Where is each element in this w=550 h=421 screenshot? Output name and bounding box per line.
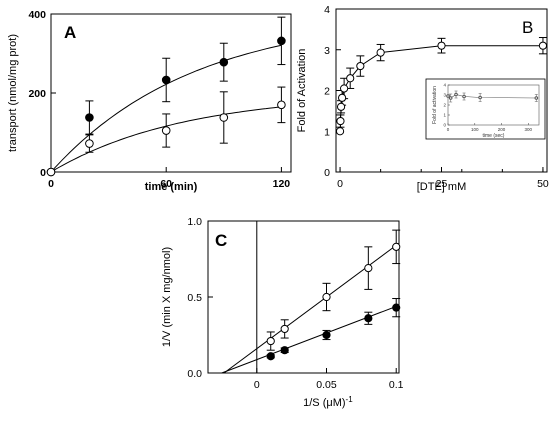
panel-a-y-tick-label: 400 [28, 9, 46, 21]
panel-c-point-open [392, 242, 401, 251]
panel-b-inset-x-tick-label: 100 [471, 127, 479, 132]
panel-b-point-open [336, 116, 345, 126]
panel-a-x-tick-label: 120 [273, 178, 291, 190]
panel-a-y-tick-label: 0 [40, 167, 46, 179]
panel-c-point-filled [280, 346, 289, 355]
panel-b-inset-x-tick-label: 200 [498, 127, 506, 132]
panel-c-y-axis-label: 1/V (min X mg/nmol) [161, 247, 173, 347]
panel-a-x-tick-label: 0 [48, 178, 54, 190]
panel-b-letter: B [522, 18, 533, 37]
panel-b-point-open [337, 93, 347, 102]
panel-c-x-axis-label: 1/S (μM)-1 [303, 395, 353, 409]
panel-a-x-axis-label: time (min) [145, 181, 198, 193]
panel-b-inset-y-axis-label: Fold of activation [432, 86, 438, 124]
panel-a-point-open [277, 100, 286, 110]
panel-c-plot-frame [207, 220, 400, 374]
panel-a-y-tick-label: 200 [28, 88, 46, 100]
panel-a-point-filled [219, 57, 229, 67]
panel-b-point-open [538, 41, 548, 50]
panel-b-inset-y-tick-label: 0 [443, 123, 446, 128]
panel-b-y-tick-label: 4 [324, 4, 330, 16]
panel-b-inset-point-open [478, 95, 482, 100]
panel-b-x-tick-label: 25 [436, 178, 448, 190]
panel-b-point-open [335, 127, 345, 136]
panel-b-y-tick-label: 1 [324, 126, 330, 138]
panel-c-point-filled [364, 314, 373, 323]
panel-a-point-open [161, 126, 171, 135]
panel-b-inset-point-open [454, 92, 458, 97]
panel-c-point-filled [322, 330, 331, 340]
panel-c-x-tick-label: 0.1 [389, 379, 404, 391]
panel-b-point-open [346, 74, 355, 83]
panel-c-x-tick-label: 0.05 [316, 379, 337, 391]
panel-c-point-open [322, 292, 331, 302]
panel-b-x-axis-label: [DTE] mM [417, 181, 467, 193]
panel-b-point-open [376, 48, 385, 57]
panel-b-point-open [356, 61, 365, 71]
panel-c-y-tick-label: 1.0 [187, 216, 202, 228]
panel-a-y-axis-label: transport (nmol/mg prot) [7, 34, 19, 152]
panel-c-letter: C [215, 231, 227, 250]
panel-c-x-tick-label: 0 [254, 379, 260, 391]
panel-b-point-open [336, 102, 346, 111]
panel-c-point-filled [266, 352, 275, 361]
panel-c-fit-line-2 [221, 304, 400, 374]
panel-c-point-open [266, 336, 275, 346]
panel-b-inset-x-tick-label: 300 [525, 127, 533, 132]
panel-c-y-tick-label: 0.0 [187, 368, 202, 380]
panel-a-point-open [46, 167, 56, 177]
panel-b-x-tick-label: 0 [337, 178, 343, 190]
panel-b-inset-y-tick-label: 3 [443, 93, 446, 98]
panel-a-point-filled [161, 75, 171, 85]
panel-b-inset-point-open [462, 94, 466, 99]
panel-b-x-tick-label: 50 [537, 178, 549, 190]
panel-b-inset-point-open [448, 96, 453, 100]
panel-c-fit-line-1 [223, 242, 400, 374]
panel-a-point-open [85, 139, 94, 148]
panel-b-y-axis-label: Fold of Activation [296, 49, 308, 133]
panel-a-plot-frame [50, 13, 292, 173]
panel-b-inset-y-tick-label: 1 [443, 113, 446, 118]
panel-c-point-filled [392, 303, 401, 312]
panel-b-inset-point-open [446, 94, 450, 98]
panel-b-y-tick-label: 2 [324, 86, 330, 98]
panel-c-y-tick-label: 0.5 [187, 292, 202, 304]
panel-b-fit-curve [339, 45, 543, 132]
panel-a-x-tick-label: 60 [160, 178, 172, 190]
panel-c-point-open [280, 324, 289, 334]
panel-b-y-tick-label: 0 [324, 167, 330, 179]
panel-b-inset-box [425, 78, 546, 140]
panel-a-point-filled [85, 113, 94, 122]
panel-a-point-open [219, 113, 229, 122]
panel-b-inset-point-open [534, 96, 539, 100]
panel-c-point-open [364, 264, 373, 273]
panel-b-y-tick-label: 3 [324, 45, 330, 57]
panel-b-inset-x-axis-label: time (sec) [483, 133, 505, 139]
panel-b-inset-x-tick-label: 0 [447, 127, 450, 132]
panel-a-point-filled [277, 36, 286, 46]
panel-b-point-open [437, 41, 446, 50]
panel-b-inset-y-tick-label: 4 [443, 83, 446, 88]
panel-a-letter: A [64, 23, 76, 42]
panel-b-inset-y-tick-label: 2 [443, 103, 446, 108]
panel-b-point-open [340, 84, 349, 93]
